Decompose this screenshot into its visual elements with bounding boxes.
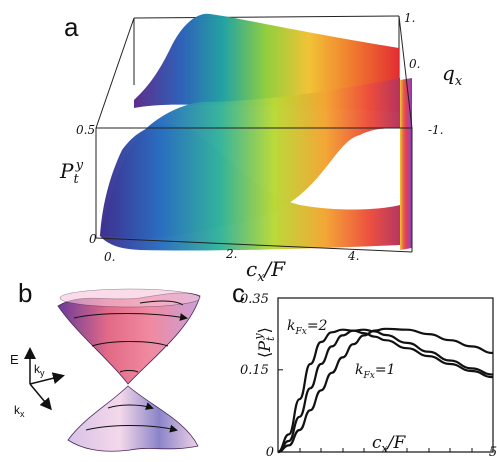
z-tick-0: 0 [89,232,97,246]
z-axis-label: Pty [59,158,84,187]
panel-a-box-back [95,15,400,129]
panel-c: c 0.35 0.15 0 5 cx/F ⟨Pty⟩ kFx=2 kFx=1 [232,278,497,460]
panel-c-ticks [278,297,473,452]
surface-back-sheet [134,13,399,112]
c-x-axis-label: cx/F [372,433,406,455]
panel-a-label: a [64,12,79,42]
e-axis-label: E [10,352,19,367]
kx-axis-arrow [29,383,52,411]
series-label-kfx-2: kFx=2 [287,318,328,337]
x-tick-4: 4. [347,249,359,263]
kx-axis-label: kx [14,403,25,419]
surface-right-wall [400,78,412,250]
panel-a: a 0.5 0 Pty 0. 2. 4 [59,11,463,285]
series-line-3 [277,327,494,454]
lower-orbits [85,402,178,433]
y-tick-1: 1. [404,11,415,25]
y-axis-label: qx [442,61,463,89]
surface-lower-lobe [100,124,400,251]
c-y-axis-label: ⟨Pty⟩ [252,327,277,358]
series-line-1 [277,328,494,454]
ky-axis-arrow [29,372,65,385]
panel-b-label: b [18,278,32,308]
lower-cone [67,385,199,452]
upper-orbits [73,300,188,373]
x-tick-0: 0. [104,250,115,264]
panel-b: b E ky kx [10,278,201,452]
z-tick-0.5: 0.5 [76,123,95,137]
panel-b-axes [24,347,65,411]
upper-cone-rim [59,288,201,308]
series-line-2 [277,328,494,454]
c-y-tick-0.15: 0.15 [240,363,269,378]
c-x-tick-0: 0 [266,445,274,460]
panel-c-label: c [232,278,245,308]
ky-axis-label: ky [34,362,45,378]
x-tick-2: 2. [225,247,237,261]
c-x-tick-5: 5 [489,445,497,460]
y-tick-0: 0. [409,57,420,71]
y-tick-minus1: -1. [428,123,444,137]
x-axis-label: cx/F [246,257,286,285]
c-y-tick-0.35: 0.35 [240,292,269,307]
series-label-kfx-1: kFx=1 [355,362,395,381]
panel-a-box-front [95,15,413,253]
panel-c-series [277,327,494,454]
